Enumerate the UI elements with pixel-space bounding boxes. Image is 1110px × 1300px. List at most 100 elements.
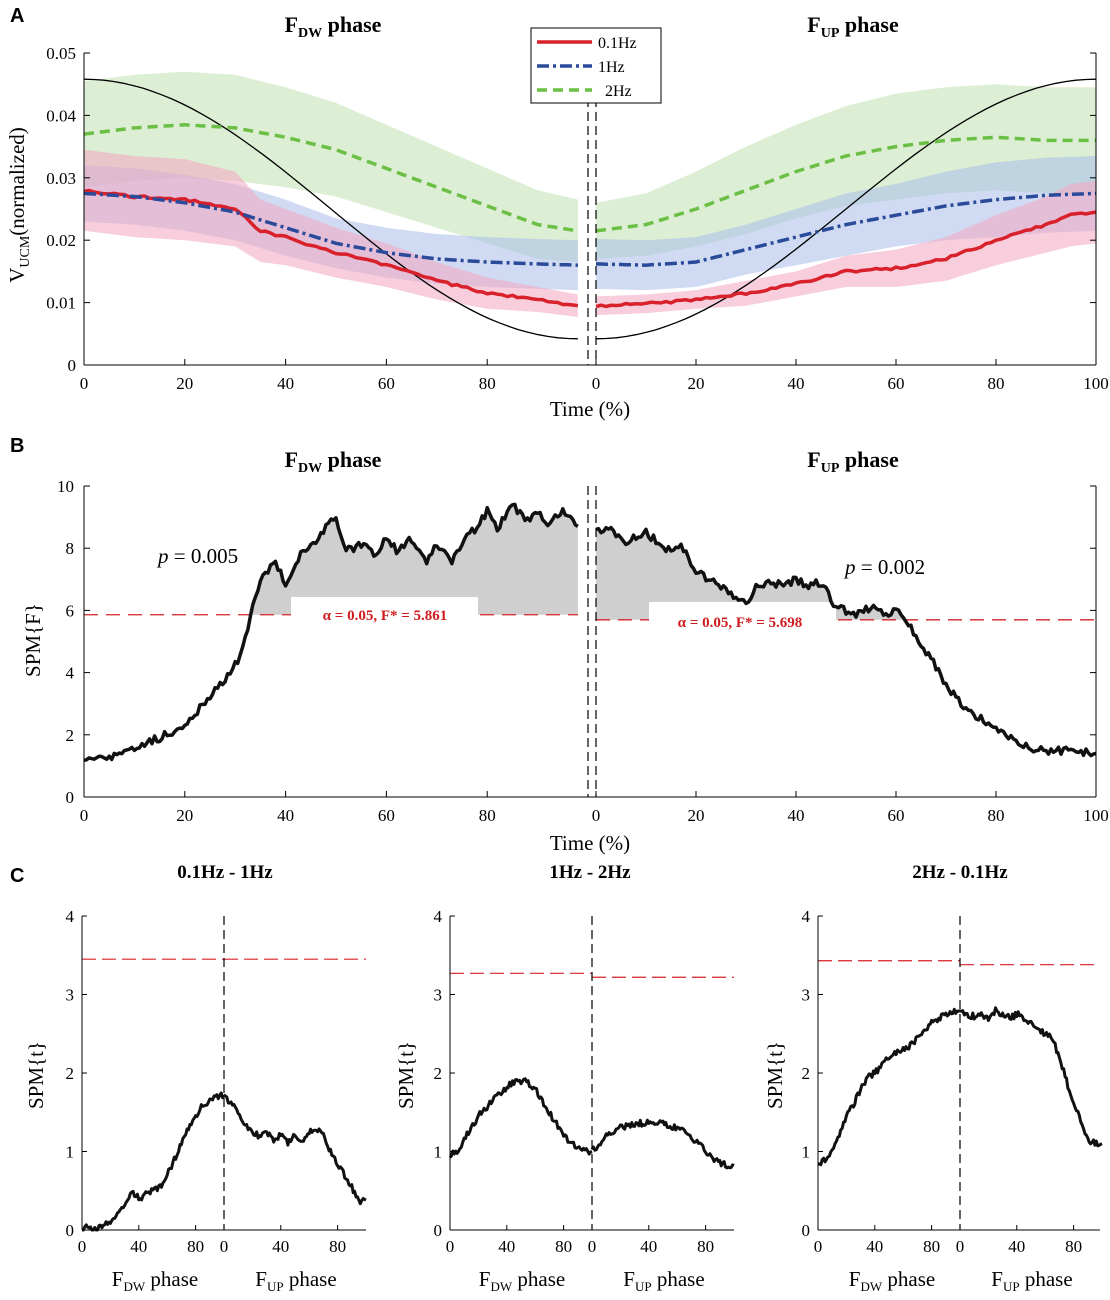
- y-tick-label: 4: [802, 907, 811, 926]
- panel-a-reference-cycle: [83, 78, 1097, 340]
- x-tick-label-up: 60: [888, 806, 905, 825]
- panel-a-series: [83, 123, 1097, 309]
- spm-t-curve-down: [817, 1007, 961, 1167]
- x-tick-label-up: 0: [592, 374, 601, 393]
- x-tick-label-dw: 60: [378, 374, 395, 393]
- y-tick-label: 2: [66, 1064, 75, 1083]
- y-tick-label: 6: [66, 601, 75, 620]
- x-tick-label-up: 80: [1065, 1237, 1082, 1256]
- y-tick-label: 2: [66, 726, 75, 745]
- x-tick-label-up: 20: [688, 374, 705, 393]
- thr-left-label-bg: [291, 597, 478, 625]
- series-0.1Hz-down: [83, 188, 579, 308]
- p-value-right: p = 0.002: [843, 555, 925, 579]
- x-tick-label-up: 100: [1083, 374, 1109, 393]
- panel-c-letter: C: [10, 865, 24, 887]
- x-tick-label-up: 20: [688, 806, 705, 825]
- spm-t-curve-up: [959, 1006, 1103, 1148]
- c1-xlabel-dw: FDW phase: [112, 1267, 198, 1294]
- x-tick-label-dw: 60: [378, 806, 395, 825]
- c1-ylabel: SPM{t}: [24, 1041, 48, 1109]
- thr-right-label: α = 0.05, F* = 5.698: [678, 615, 803, 631]
- x-tick-label-up: 40: [272, 1237, 289, 1256]
- y-tick-label: 10: [57, 477, 74, 496]
- panel-b-ylabel: SPM{F}: [21, 603, 45, 677]
- y-tick-label: 3: [434, 986, 443, 1005]
- spm-curve-up: [595, 525, 1097, 758]
- panel-a-letter: A: [10, 5, 24, 27]
- spm-t-curve-down: [81, 1091, 226, 1232]
- c2-ylabel: SPM{t}: [394, 1041, 418, 1109]
- x-tick-label-up: 0: [956, 1237, 965, 1256]
- x-tick-label-dw: 80: [555, 1237, 572, 1256]
- x-tick-label-dw: 40: [277, 806, 294, 825]
- x-tick-label-up: 0: [588, 1237, 597, 1256]
- x-tick-label-up: 80: [988, 806, 1005, 825]
- legend-label-2hz: 2Hz: [605, 83, 632, 100]
- panel-b-xlabel: Time (%): [550, 831, 630, 855]
- x-tick-label-up: 80: [988, 374, 1005, 393]
- y-tick-label: 0.02: [46, 231, 76, 250]
- c3-title: 2Hz - 0.1Hz: [912, 862, 1008, 883]
- panel-c: C 0.1Hz - 1Hz SPM{t} FDW phase FUP phase…: [10, 862, 1103, 1294]
- panel-a: A FDW phase FUP phase VUCM(normalized) T…: [5, 5, 1109, 421]
- x-tick-label-dw: 40: [866, 1237, 883, 1256]
- legend-box: [530, 27, 662, 104]
- y-tick-label: 0.04: [46, 106, 76, 125]
- band-2Hz-down: [84, 71, 578, 262]
- y-tick-label: 3: [66, 986, 75, 1005]
- panel-c-subplot-0.1hz-1hz: 0.1Hz - 1Hz SPM{t} FDW phase FUP phase: [24, 862, 337, 1294]
- y-tick-label: 0: [802, 1221, 811, 1240]
- y-tick-label: 4: [66, 664, 75, 683]
- x-tick-label-up: 0: [220, 1237, 229, 1256]
- x-tick-label-up: 80: [697, 1237, 714, 1256]
- panel-c-subplot-2hz-0.1hz: 2Hz - 0.1Hz SPM{t} FDW phase FUP phase: [763, 862, 1073, 1294]
- legend-label-0.1hz: 0.1Hz: [598, 35, 637, 52]
- c3-xlabel-dw: FDW phase: [849, 1267, 935, 1294]
- panel-b-thresholds: [84, 614, 1096, 621]
- y-tick-label: 3: [802, 986, 811, 1005]
- thr-right-label-bg: [649, 602, 836, 630]
- x-tick-label-dw: 0: [80, 806, 89, 825]
- panel-b-axes: [83, 486, 1097, 798]
- c2-xlabel-up: FUP phase: [623, 1267, 704, 1294]
- y-tick-label: 0: [68, 356, 77, 375]
- x-tick-label-dw: 40: [277, 374, 294, 393]
- panel-a-ticks: 0 0.01 0.02 0.03 0.04 0.05 0 20 40 60 80 0 20 40 60 80 1…: [46, 44, 1109, 393]
- c3-xlabel-up: FUP phase: [991, 1267, 1072, 1294]
- c3-ylabel: SPM{t}: [763, 1041, 787, 1109]
- x-tick-label-up: 40: [1008, 1237, 1025, 1256]
- x-tick-label-dw: 20: [176, 806, 193, 825]
- x-tick-label-dw: 80: [187, 1237, 204, 1256]
- c1-title: 0.1Hz - 1Hz: [177, 862, 273, 883]
- x-tick-label-up: 60: [888, 374, 905, 393]
- band-0.1Hz-down: [84, 149, 578, 317]
- x-tick-label-dw: 80: [923, 1237, 940, 1256]
- reference-cycle-up: [595, 78, 1097, 340]
- y-tick-label: 8: [66, 539, 75, 558]
- y-tick-label: 0.03: [46, 169, 76, 188]
- panel-a-bands: [84, 71, 1096, 317]
- x-tick-label-up: 40: [788, 374, 805, 393]
- panel-a-title-down: FDW phase: [285, 12, 382, 41]
- panel-b-letter: B: [10, 435, 24, 457]
- x-tick-label-dw: 0: [446, 1237, 455, 1256]
- x-tick-label-dw: 20: [176, 374, 193, 393]
- panel-b-title-up: FUP phase: [807, 447, 899, 476]
- c2-xlabel-dw: FDW phase: [479, 1267, 565, 1294]
- panel-a-title-up: FUP phase: [807, 12, 899, 41]
- x-tick-label-dw: 0: [814, 1237, 823, 1256]
- panel-b-threshold-labels: α = 0.05, F* = 5.861 α = 0.05, F* = 5.69…: [291, 597, 836, 631]
- x-tick-label-dw: 0: [80, 374, 89, 393]
- spm-t-curve-down: [448, 1077, 593, 1159]
- y-tick-label: 0.01: [46, 294, 76, 313]
- panel-b-title-down: FDW phase: [285, 447, 382, 476]
- y-tick-label: 2: [802, 1064, 811, 1083]
- series-1Hz-down: [83, 191, 578, 267]
- panel-b-spm-curve: [83, 502, 1097, 763]
- y-tick-label: 0: [434, 1221, 443, 1240]
